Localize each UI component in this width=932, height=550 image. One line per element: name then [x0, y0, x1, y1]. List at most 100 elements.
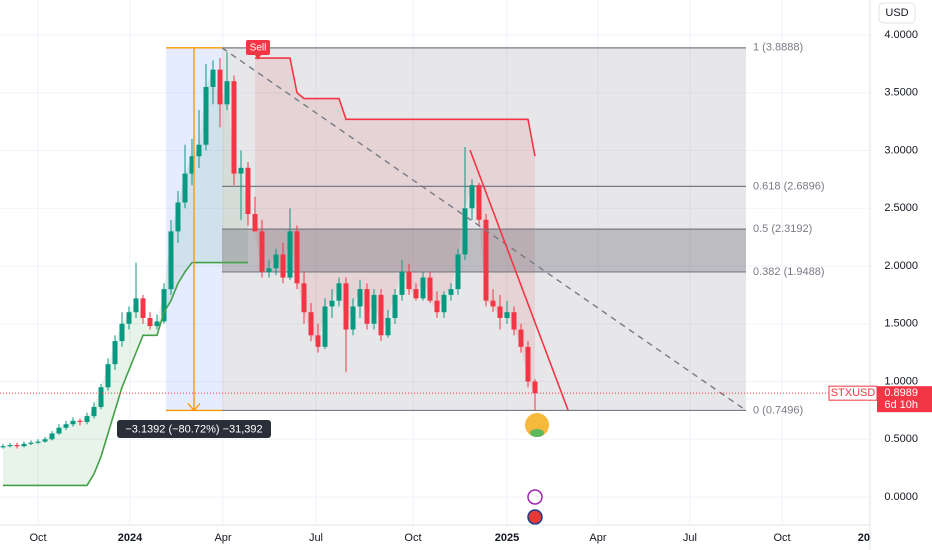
candle-body [518, 329, 524, 347]
candle-body [238, 167, 244, 174]
candle-body [140, 298, 146, 318]
trendline-red [469, 149, 569, 411]
y-tick-label: 0.5000 [884, 433, 918, 445]
x-tick-label: Apr [589, 532, 606, 544]
trend-line [255, 57, 536, 157]
measure-label: −3.1392 (−80.72%) −31,392 [125, 423, 262, 435]
x-tick-label: 2025 [495, 532, 519, 544]
candles [0, 52, 538, 449]
fib-label: 0.382 (1.9488) [753, 266, 825, 278]
candle-body [420, 277, 426, 299]
candle-body [196, 144, 202, 157]
candle-body [308, 312, 314, 336]
candle-body [182, 173, 188, 203]
candle-body [532, 381, 538, 394]
candle-body [119, 323, 125, 342]
candle-body [266, 268, 272, 272]
candle-body [7, 445, 13, 447]
y-tick-label: 2.0000 [884, 260, 918, 272]
candle-body [378, 294, 384, 336]
emoji-mouth [530, 429, 544, 437]
candle-body [322, 306, 328, 347]
candle-body [399, 271, 405, 295]
candle-body [364, 289, 370, 324]
fib-label: 0.5 (2.3192) [753, 223, 812, 235]
candle-body [35, 441, 41, 443]
candle-body [63, 424, 69, 428]
candle-body [154, 321, 160, 327]
candle-body [112, 341, 118, 365]
diagonal-dashed [221, 47, 747, 411]
candle-body [224, 81, 230, 105]
currency-button[interactable] [878, 2, 916, 24]
candle-body [70, 420, 76, 425]
trend-line [3, 261, 249, 487]
candle-body [329, 300, 335, 307]
y-tick-label: 4.0000 [884, 29, 918, 41]
candle-body [245, 167, 251, 215]
candle-body [413, 289, 419, 299]
candle-body [259, 231, 265, 272]
price-axis-panel [870, 0, 932, 550]
candle-body [476, 185, 482, 220]
candle-body [525, 346, 531, 382]
overlays: −3.1392 (−80.72%) −31,392 Sell [0, 40, 870, 525]
candle-body [273, 254, 279, 269]
event-icon [527, 489, 543, 505]
candle-body [462, 208, 468, 255]
time-axis-panel [0, 525, 932, 550]
candle-body [511, 312, 517, 330]
candle-body [133, 298, 139, 313]
x-tick-label: Oct [773, 532, 790, 544]
candle-body [343, 283, 349, 330]
x-tick-label: Jul [309, 532, 323, 544]
fib-label: 0.618 (2.6896) [753, 180, 825, 192]
candle-body [252, 214, 258, 232]
candle-body [56, 427, 62, 434]
candle-body [161, 289, 167, 322]
candle-body [105, 364, 111, 388]
x-tick-label: Oct [404, 532, 421, 544]
x-tick-label: Apr [214, 532, 231, 544]
candle-body [406, 271, 412, 290]
candle-body [91, 406, 97, 417]
price-label: 0.8989 [884, 387, 918, 399]
sell-label: Sell [250, 43, 267, 54]
x-tick-label: Oct [29, 532, 46, 544]
grid [0, 0, 871, 525]
candle-body [98, 387, 104, 407]
candle-body [126, 312, 132, 324]
y-tick-label: 3.0000 [884, 144, 918, 156]
fib-label: 1 (3.8888) [753, 42, 803, 54]
candle-body [28, 442, 34, 444]
fib-label: 0 (0.7496) [753, 404, 803, 416]
candle-body [385, 317, 391, 336]
y-tick-label: 1.5000 [884, 318, 918, 330]
candle-body [490, 300, 496, 307]
sell-pointer [255, 55, 261, 60]
y-tick-label: 3.5000 [884, 87, 918, 99]
candle-body [21, 443, 27, 447]
measure-arrowhead [187, 402, 201, 412]
flag-icon [527, 509, 543, 525]
candle-body [483, 219, 489, 301]
candle-body [434, 300, 440, 313]
candle-body [294, 231, 300, 284]
candle-body [203, 86, 209, 145]
candle-body [469, 185, 475, 209]
candle-body [336, 283, 342, 301]
candle-body [301, 283, 307, 313]
candle-body [14, 445, 20, 447]
candle-body [280, 254, 286, 278]
sell-label-bg [246, 40, 270, 55]
candle-body [504, 312, 510, 318]
candle-body [217, 69, 223, 105]
candle-body [448, 289, 454, 295]
candle-body [392, 294, 398, 318]
candle-body [147, 317, 153, 327]
candle-body [42, 439, 48, 442]
candle-body [189, 156, 195, 174]
candle-body [49, 433, 55, 440]
candle-body [168, 231, 174, 290]
y-tick-label: 0.0000 [884, 491, 918, 503]
